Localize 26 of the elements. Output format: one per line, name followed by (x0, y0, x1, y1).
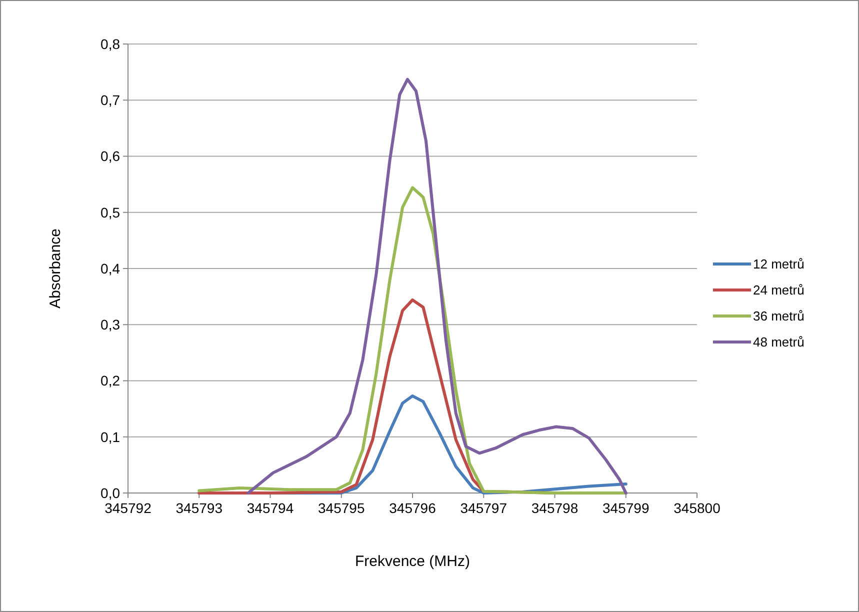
x-tick-label: 345796 (389, 500, 436, 516)
line-series (246, 78, 628, 494)
x-tick-label: 345800 (674, 500, 721, 516)
y-tick-label: 0,2 (100, 372, 120, 389)
y-axis-title: Absorbance (47, 228, 64, 309)
legend-label: 48 metrů (753, 334, 804, 350)
x-tick-label: 345792 (104, 500, 152, 516)
x-tick-label: 345799 (602, 500, 650, 516)
y-tick-label: 0,7 (100, 92, 120, 108)
line-series (198, 186, 628, 494)
x-tick-label: 345794 (246, 500, 294, 516)
y-tick-label: 0,0 (100, 484, 120, 501)
legend-label: 24 metrů (753, 282, 804, 298)
y-tick-label: 0,3 (100, 316, 120, 333)
x-tick-label: 345797 (460, 500, 508, 516)
y-tick-label: 0,4 (100, 260, 120, 276)
y-tick-label: 0,1 (100, 428, 120, 445)
y-tick-label: 0,8 (100, 36, 120, 52)
x-axis-title: Frekvence (MHz) (354, 553, 470, 570)
legend-label: 12 metrů (753, 256, 804, 272)
x-tick-label: 345795 (318, 500, 365, 516)
x-tick-label: 345798 (531, 500, 578, 516)
y-tick-label: 0,5 (100, 204, 120, 220)
y-tick-label: 0,6 (100, 148, 120, 164)
legend-label: 36 metrů (753, 308, 804, 324)
x-tick-label: 345793 (176, 500, 223, 516)
